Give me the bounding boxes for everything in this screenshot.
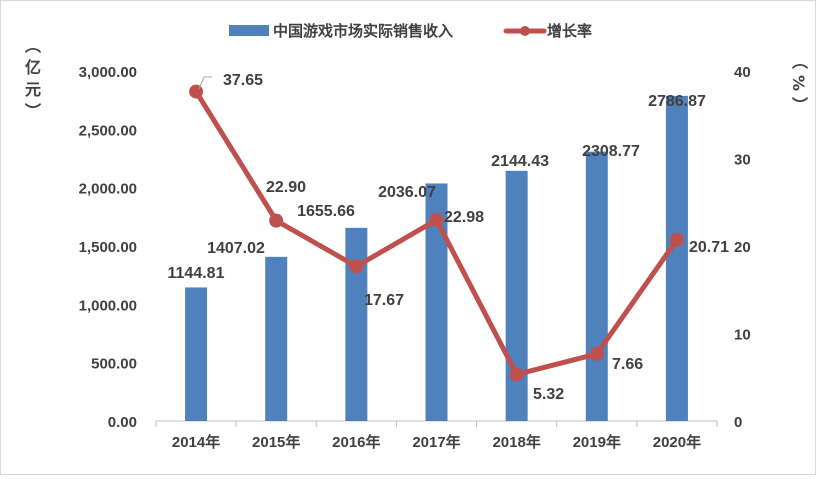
y-right-tick-label: 40 (734, 64, 751, 81)
growth-point (429, 212, 444, 227)
y-right-axis-title: （%） (789, 53, 808, 120)
leader-line (198, 76, 212, 90)
bar-data-label: 1407.02 (207, 240, 265, 257)
line-data-label: 20.71 (689, 239, 729, 256)
growth-point (669, 232, 684, 247)
x-tick-label: 2018年 (492, 433, 540, 451)
y-right-tick-label: 30 (734, 152, 751, 169)
y-left-axis-title: （亿元） (22, 37, 41, 125)
bar (585, 151, 608, 421)
bar (345, 227, 368, 421)
bar (665, 95, 688, 421)
growth-point (589, 346, 604, 361)
y-left-tick-label: 3,000.00 (79, 64, 137, 81)
y-right-tick-label: 10 (734, 327, 751, 344)
line-data-label: 5.32 (533, 386, 564, 403)
line-data-label: 7.66 (612, 356, 643, 373)
y-left-tick-label: 1,000.00 (79, 297, 137, 314)
y-left-tick-label: 0.00 (108, 414, 137, 431)
x-tick-label: 2019年 (573, 433, 621, 451)
x-tick-label: 2017年 (412, 433, 460, 451)
growth-point (269, 213, 284, 228)
bar (185, 287, 208, 421)
x-tick-label: 2020年 (653, 433, 701, 451)
y-left-tick-label: 500.00 (91, 356, 137, 373)
growth-point (189, 84, 204, 99)
line-data-label: 37.65 (223, 72, 263, 89)
legend-bar-label: 中国游戏市场实际销售收入 (273, 22, 453, 40)
x-tick-label: 2014年 (172, 433, 220, 451)
line-data-label: 17.67 (364, 292, 404, 309)
legend-line-label: 增长率 (547, 22, 592, 40)
y-left-tick-label: 2,500.00 (79, 122, 137, 139)
y-left-tick-label: 1,500.00 (79, 239, 137, 256)
y-right-tick-label: 0 (734, 414, 742, 431)
bar (425, 183, 448, 421)
y-right-tick-label: 20 (734, 239, 751, 256)
bar (265, 256, 288, 421)
growth-point (509, 367, 524, 382)
bar-data-label: 1655.66 (297, 203, 355, 220)
bar-data-label: 2144.43 (491, 153, 549, 170)
line-data-label: 22.90 (266, 179, 306, 196)
y-left-tick-label: 2,000.00 (79, 181, 137, 198)
bar-data-label: 2036.07 (378, 184, 436, 201)
legend-line-marker (520, 26, 530, 36)
line-data-label: 22.98 (444, 209, 484, 226)
legend-bar-swatch (229, 25, 269, 36)
growth-point (349, 259, 364, 274)
bar-data-label: 2308.77 (582, 143, 640, 160)
x-tick-label: 2016年 (332, 433, 380, 451)
x-tick-label: 2015年 (252, 433, 300, 451)
bar (505, 170, 528, 421)
bar-data-label: 2786.87 (648, 93, 706, 110)
bar-data-label: 1144.81 (168, 265, 225, 282)
